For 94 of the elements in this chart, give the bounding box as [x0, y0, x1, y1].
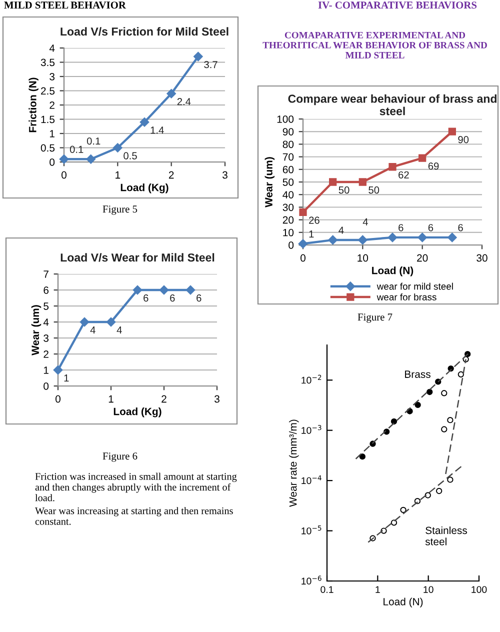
y-tick-label: 40: [282, 191, 294, 198]
x-tick-label: 20: [417, 254, 428, 262]
y-tick-label: 5: [44, 302, 49, 310]
y-tick-label: 2: [50, 102, 54, 109]
data-label: 4: [362, 218, 368, 226]
x-tick-label: 2: [162, 395, 166, 403]
chart-title: Load V/s Friction for Mild Steel: [60, 27, 228, 36]
y-tick-label: 60: [282, 166, 294, 174]
y-tick-label: 3: [44, 334, 49, 342]
y-tick-label: 10$^{−4}$: [302, 475, 322, 484]
x-tick-label: 1: [108, 395, 114, 403]
legend-label: wear for brass: [376, 293, 436, 300]
chart-title: Compare wear behaviour of brass and steel: [288, 94, 496, 116]
text: COMAPARATIVE EXPERIMENTAL AND THEORITICAL WEAR BEHAVIOR OF BRASS AND MILD STEEL: [262, 32, 487, 58]
data-label: 4: [338, 226, 344, 234]
data-label: 2.4: [177, 98, 191, 106]
y-tick-label: 6: [44, 286, 49, 294]
data-label: 6: [170, 294, 175, 302]
data-label: 4: [90, 326, 96, 334]
y-tick-label: 10: [283, 228, 294, 236]
text: Wear was increasing at starting and then remains constant.: [35, 507, 233, 525]
x-axis-title: Load (Kg): [114, 408, 162, 418]
data-label: 0.1: [70, 146, 84, 153]
text: Stainless steel: [425, 526, 467, 546]
y-axis-title: Wear rate (mm³/m): [289, 420, 299, 507]
caption: Figure 5: [102, 206, 138, 215]
data-label: 6: [398, 224, 404, 232]
data-label: 50: [338, 186, 350, 194]
text: Friction was increased in small amount at starting and then changes abruptly with the increment of load.: [35, 472, 237, 502]
y-tick-label: 10$^{−6}$: [302, 576, 322, 585]
y-tick-label: 80: [282, 140, 294, 148]
y-tick-label: 2.5: [41, 87, 55, 95]
x-tick-label: 0: [62, 171, 66, 179]
x-tick-label: 10: [424, 586, 434, 593]
y-axis-title: Wear (um): [264, 157, 275, 208]
data-label: 6: [144, 294, 148, 302]
x-tick-label: 30: [476, 254, 488, 262]
data-label: 26: [309, 216, 320, 224]
x-tick-label: 2: [168, 171, 174, 179]
data-label: 3.7: [204, 60, 218, 68]
caption: Figure 7: [358, 314, 392, 323]
y-tick-label: 2: [44, 350, 48, 358]
x-tick-label: 10: [358, 254, 368, 262]
x-tick-label: 100: [472, 586, 487, 593]
data-label: 6: [428, 224, 434, 232]
y-tick-label: 10$^{−2}$: [302, 374, 322, 384]
text: MILD STEEL BEHAVIOR: [4, 2, 126, 9]
x-tick-label: 0: [56, 395, 60, 403]
x-axis-title: Load (N): [384, 598, 423, 608]
y-tick-label: 0: [44, 382, 49, 390]
y-tick-label: 20: [282, 216, 294, 224]
data-label: 0.5: [124, 152, 137, 160]
y-tick-label: 4: [43, 318, 49, 326]
y-tick-label: 90: [282, 128, 294, 136]
y-tick-label: 1: [44, 366, 48, 374]
data-label: 6: [196, 294, 202, 302]
y-axis-title: Friction (N): [28, 78, 38, 132]
y-tick-label: 0.5: [40, 144, 55, 152]
y-tick-label: 10$^{−5}$: [302, 526, 322, 534]
y-axis-title: Wear (um): [31, 305, 42, 356]
chart-title: Load V/s Wear for Mild Steel: [60, 253, 214, 262]
x-tick-label: 3: [214, 395, 220, 403]
y-tick-label: 0: [288, 242, 294, 249]
y-tick-label: 100: [277, 116, 294, 123]
data-label: 90: [458, 136, 469, 144]
data-label: 0.1: [86, 137, 100, 145]
x-tick-label: 1: [116, 171, 120, 179]
data-label: 6: [458, 224, 463, 232]
y-tick-label: 10$^{−3}$: [302, 425, 322, 434]
y-tick-label: 4: [49, 44, 55, 52]
caption: Figure 6: [102, 452, 138, 462]
data-label: 4: [116, 326, 122, 334]
x-tick-label: 1: [376, 586, 380, 593]
data-label: 69: [428, 162, 439, 170]
y-tick-label: 3.5: [40, 58, 55, 66]
y-tick-label: 1.5: [41, 116, 55, 124]
data-label: 1.4: [150, 126, 164, 134]
y-tick-label: 1: [50, 130, 54, 138]
data-label: 50: [368, 186, 380, 194]
y-tick-label: 3: [50, 73, 55, 80]
y-tick-label: 70: [282, 153, 294, 161]
text: IV- COMPARATIVE BEHAVIORS: [318, 2, 477, 9]
x-tick-label: 0.1: [320, 586, 334, 593]
x-tick-label: 3: [222, 171, 228, 179]
series-label: Brass: [405, 370, 430, 378]
data-label: 1: [64, 374, 69, 382]
y-tick-label: 7: [44, 270, 48, 278]
data-label: 62: [398, 171, 409, 178]
y-tick-label: 50: [282, 178, 294, 186]
legend-label: wear for mild steel: [376, 282, 453, 290]
x-axis-title: Load (N): [372, 266, 414, 276]
y-tick-label: 30: [282, 204, 294, 212]
x-axis-title: Load (Kg): [120, 184, 168, 194]
y-tick-label: 0: [50, 158, 55, 166]
